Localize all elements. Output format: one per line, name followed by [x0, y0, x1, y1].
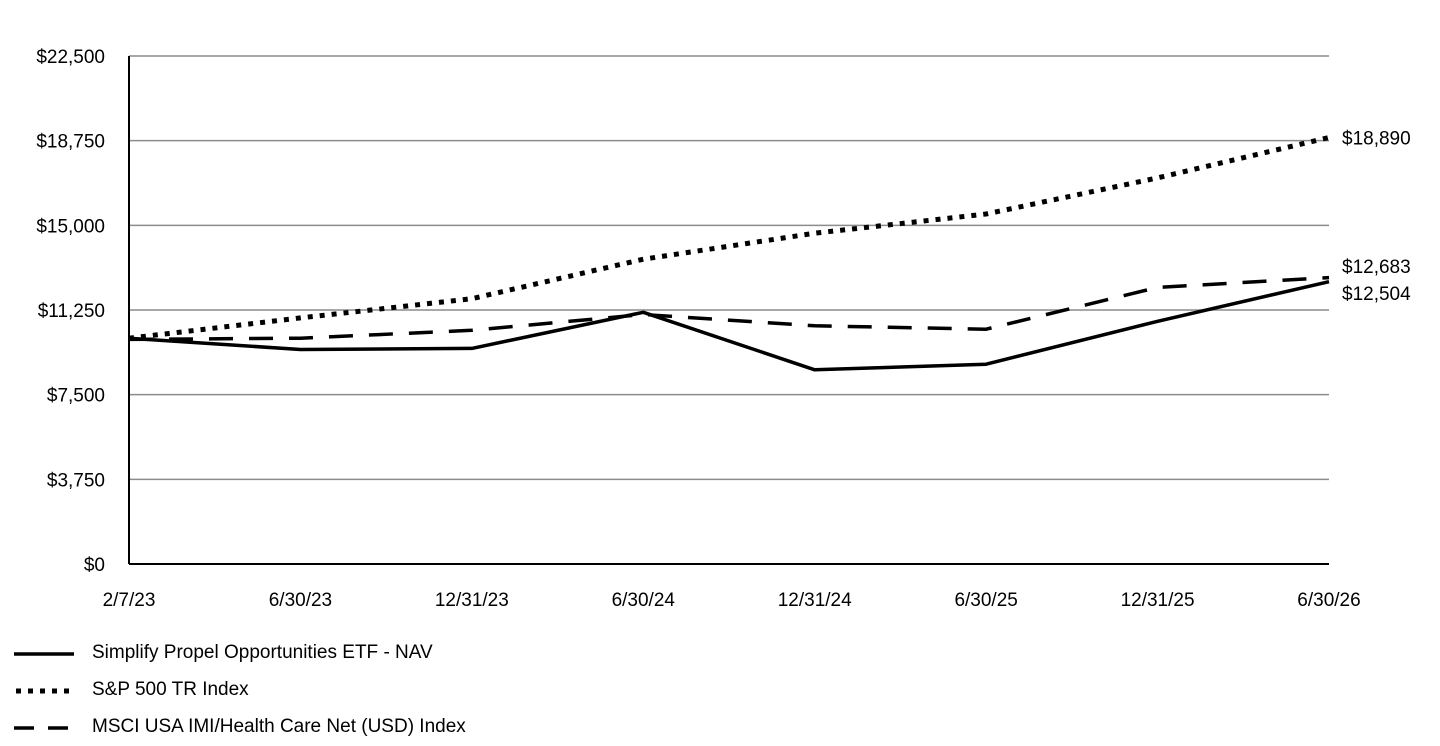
legend-swatch-solid — [14, 652, 74, 656]
y-tick-label: $22,500 — [36, 47, 105, 68]
axes — [128, 56, 1329, 565]
end-value-label: $12,683 — [1342, 257, 1411, 278]
x-tick-label: 6/30/25 — [954, 590, 1017, 611]
y-tick-label: $15,000 — [36, 216, 105, 237]
legend-item-sp500: S&P 500 TR Index — [0, 673, 700, 709]
series-line-dashed — [128, 275, 1330, 342]
y-tick-label: $18,750 — [36, 132, 105, 153]
legend-label: S&P 500 TR Index — [92, 679, 249, 700]
x-tick-label: 12/31/24 — [778, 590, 852, 611]
legend-swatch-dotted — [16, 688, 76, 694]
x-tick-label: 2/7/23 — [103, 590, 156, 611]
legend-item-nav: Simplify Propel Opportunities ETF - NAV — [0, 636, 700, 672]
legend-label: Simplify Propel Opportunities ETF - NAV — [92, 642, 433, 663]
end-value-label: $18,890 — [1342, 129, 1411, 150]
y-tick-label: $7,500 — [47, 386, 105, 407]
legend-item-msci: MSCI USA IMI/Health Care Net (USD) Index — [0, 710, 700, 746]
series-lines — [128, 135, 1330, 372]
y-tick-label: $11,250 — [38, 301, 105, 322]
end-value-labels: $18,890 $12,683 $12,504 — [1342, 129, 1411, 306]
x-tick-label: 6/30/23 — [269, 590, 332, 611]
x-tick-label: 6/30/24 — [612, 590, 676, 611]
x-tick-label: 12/31/23 — [435, 590, 509, 611]
legend-label: MSCI USA IMI/Health Care Net (USD) Index — [92, 716, 466, 737]
series-line-dotted — [128, 135, 1330, 341]
x-tick-label: 12/31/25 — [1121, 590, 1195, 611]
y-axis-ticks: $0 $3,750 $7,500 $11,250 $15,000 $18,750 $22,5… — [36, 47, 105, 576]
y-tick-label: $0 — [84, 555, 105, 576]
end-value-label: $12,504 — [1342, 284, 1411, 305]
x-tick-label: 6/30/26 — [1297, 590, 1360, 611]
gridlines — [129, 55, 1329, 481]
x-axis-ticks: 2/7/23 6/30/23 12/31/23 6/30/24 12/31/24 6/30… — [103, 590, 1361, 611]
y-tick-label: $3,750 — [47, 470, 105, 491]
series-line-solid — [128, 279, 1330, 372]
line-chart: $0 $3,750 $7,500 $11,250 $15,000 $18,750 $22,5… — [36, 47, 1411, 611]
legend-swatch-dashed — [14, 726, 74, 730]
